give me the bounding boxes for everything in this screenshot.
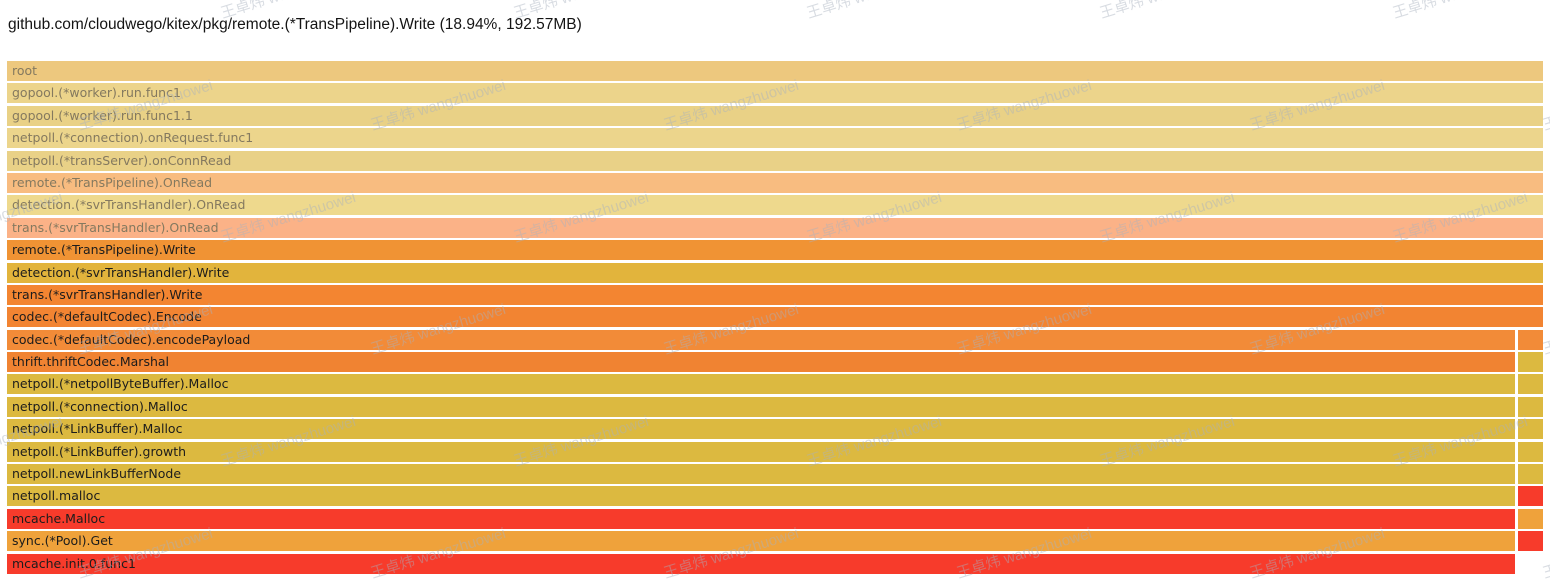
flame-frame[interactable]: netpoll.(*transServer).onConnRead (7, 150, 1543, 171)
flame-frame-label: root (12, 63, 38, 78)
flame-row: trans.(*svrTransHandler).OnRead (7, 217, 1543, 238)
flame-row: codec.(*defaultCodec).encodePayload (7, 329, 1543, 350)
flame-frame-label: codec.(*defaultCodec).encodePayload (12, 331, 251, 347)
flame-frame[interactable]: thrift.thriftCodec.Marshal (7, 352, 1515, 373)
flame-frame[interactable]: netpoll.(*connection).onRequest.func1 (7, 128, 1543, 149)
flame-row: codec.(*defaultCodec).Encode (7, 307, 1543, 328)
flame-frame[interactable]: remote.(*TransPipeline).Write (7, 240, 1543, 261)
flame-frame[interactable]: mcache.Malloc (7, 508, 1515, 529)
flame-row: gopool.(*worker).run.func1.1 (7, 105, 1543, 126)
flame-frame-label: remote.(*TransPipeline).OnRead (12, 174, 213, 190)
flame-frame-segment[interactable] (1518, 352, 1543, 373)
flame-frame[interactable]: netpoll.(*LinkBuffer).Malloc (7, 419, 1515, 440)
flame-frame-label: detection.(*svrTransHandler).OnRead (12, 197, 246, 213)
flame-frame[interactable]: netpoll.malloc (7, 486, 1515, 507)
flame-frame-segment[interactable] (1518, 396, 1543, 417)
flame-frame-label: netpoll.(*netpollByteBuffer).Malloc (12, 376, 229, 392)
flame-frame[interactable]: gopool.(*worker).run.func1.1 (7, 105, 1543, 126)
flame-row: netpoll.(*connection).onRequest.func1 (7, 128, 1543, 149)
watermark-text: 王卓炜 wangzhuowei (1097, 0, 1237, 23)
flame-frame-label: netpoll.(*connection).onRequest.func1 (12, 130, 254, 146)
flame-frame-label: mcache.init.0.func1 (12, 555, 136, 571)
flame-row: netpoll.(*connection).Malloc (7, 396, 1543, 417)
watermark-text: 王卓炜 wangzhuowei (1390, 0, 1530, 23)
flame-frame-label: codec.(*defaultCodec).Encode (12, 309, 202, 325)
flame-frame-label: remote.(*TransPipeline).Write (12, 242, 196, 258)
flame-frame-label: trans.(*svrTransHandler).Write (12, 286, 203, 302)
flame-frame[interactable]: detection.(*svrTransHandler).Write (7, 262, 1543, 283)
flame-frame-label: gopool.(*worker).run.func1 (12, 85, 181, 101)
flame-frame[interactable]: mcache.init.0.func1 (7, 553, 1515, 574)
flame-frame[interactable]: detection.(*svrTransHandler).OnRead (7, 195, 1543, 216)
flame-frame-label: gopool.(*worker).run.func1.1 (12, 107, 193, 123)
flame-frame[interactable]: gopool.(*worker).run.func1 (7, 83, 1543, 104)
flame-row: netpoll.(*transServer).onConnRead (7, 150, 1543, 171)
flame-row: remote.(*TransPipeline).OnRead (7, 172, 1543, 193)
selected-frame-title: github.com/cloudwego/kitex/pkg/remote.(*… (8, 16, 582, 33)
flame-frame[interactable]: codec.(*defaultCodec).Encode (7, 307, 1543, 328)
flame-row: sync.(*Pool).Get (7, 531, 1543, 552)
flame-row: netpoll.(*LinkBuffer).Malloc (7, 419, 1543, 440)
flame-frame[interactable]: netpoll.(*connection).Malloc (7, 396, 1515, 417)
flame-row: detection.(*svrTransHandler).Write (7, 262, 1543, 283)
flame-frame-label: trans.(*svrTransHandler).OnRead (12, 219, 219, 235)
flame-frame-label: netpoll.malloc (12, 488, 101, 504)
flame-frame[interactable]: netpoll.(*netpollByteBuffer).Malloc (7, 374, 1515, 395)
flame-frame[interactable]: netpoll.newLinkBufferNode (7, 464, 1515, 485)
flame-frame-label: netpoll.(*LinkBuffer).growth (12, 443, 187, 459)
flame-frame-segment[interactable] (1518, 531, 1543, 552)
flame-frame-label: netpoll.(*LinkBuffer).Malloc (12, 421, 183, 437)
flame-frame[interactable]: trans.(*svrTransHandler).OnRead (7, 217, 1543, 238)
flame-frame[interactable]: trans.(*svrTransHandler).Write (7, 284, 1543, 305)
flame-row: gopool.(*worker).run.func1 (7, 83, 1543, 104)
flame-row: trans.(*svrTransHandler).Write (7, 284, 1543, 305)
flame-frame-label: netpoll.(*connection).Malloc (12, 398, 188, 414)
flame-row: thrift.thriftCodec.Marshal (7, 352, 1543, 373)
flame-frame-label: detection.(*svrTransHandler).Write (12, 264, 230, 280)
flame-frame-segment[interactable] (1518, 419, 1543, 440)
flame-frame-segment[interactable] (1518, 441, 1543, 462)
watermark-text: 王卓炜 wangzhuowei (804, 0, 944, 23)
flame-frame[interactable]: sync.(*Pool).Get (7, 531, 1515, 552)
flame-frame-label: netpoll.(*transServer).onConnRead (12, 152, 232, 168)
flame-row: mcache.init.0.func1 (7, 553, 1543, 574)
flame-frame-segment[interactable] (1518, 329, 1543, 350)
flame-frame-label: thrift.thriftCodec.Marshal (12, 354, 170, 370)
flame-frame[interactable]: root (7, 61, 1543, 81)
flame-frame[interactable]: netpoll.(*LinkBuffer).growth (7, 441, 1515, 462)
flame-frame[interactable]: remote.(*TransPipeline).OnRead (7, 172, 1543, 193)
flame-frame-segment[interactable] (1518, 374, 1543, 395)
flame-row: netpoll.(*netpollByteBuffer).Malloc (7, 374, 1543, 395)
flame-row: remote.(*TransPipeline).Write (7, 240, 1543, 261)
flame-row: netpoll.malloc (7, 486, 1543, 507)
flame-frame[interactable]: codec.(*defaultCodec).encodePayload (7, 329, 1515, 350)
flame-row: root (7, 61, 1543, 81)
flame-row: netpoll.(*LinkBuffer).growth (7, 441, 1543, 462)
flame-row: detection.(*svrTransHandler).OnRead (7, 195, 1543, 216)
flame-frame-segment[interactable] (1518, 464, 1543, 485)
flame-row: mcache.Malloc (7, 508, 1543, 529)
flame-frame-segment[interactable] (1518, 508, 1543, 529)
flame-frame-segment[interactable] (1518, 486, 1543, 507)
flame-row: netpoll.newLinkBufferNode (7, 464, 1543, 485)
flame-frame-label: mcache.Malloc (12, 510, 106, 526)
flamegraph: root gopool.(*worker).run.func1 gopool.(… (7, 61, 1543, 576)
flame-frame-label: netpoll.newLinkBufferNode (12, 466, 182, 482)
flame-frame-label: sync.(*Pool).Get (12, 533, 113, 549)
